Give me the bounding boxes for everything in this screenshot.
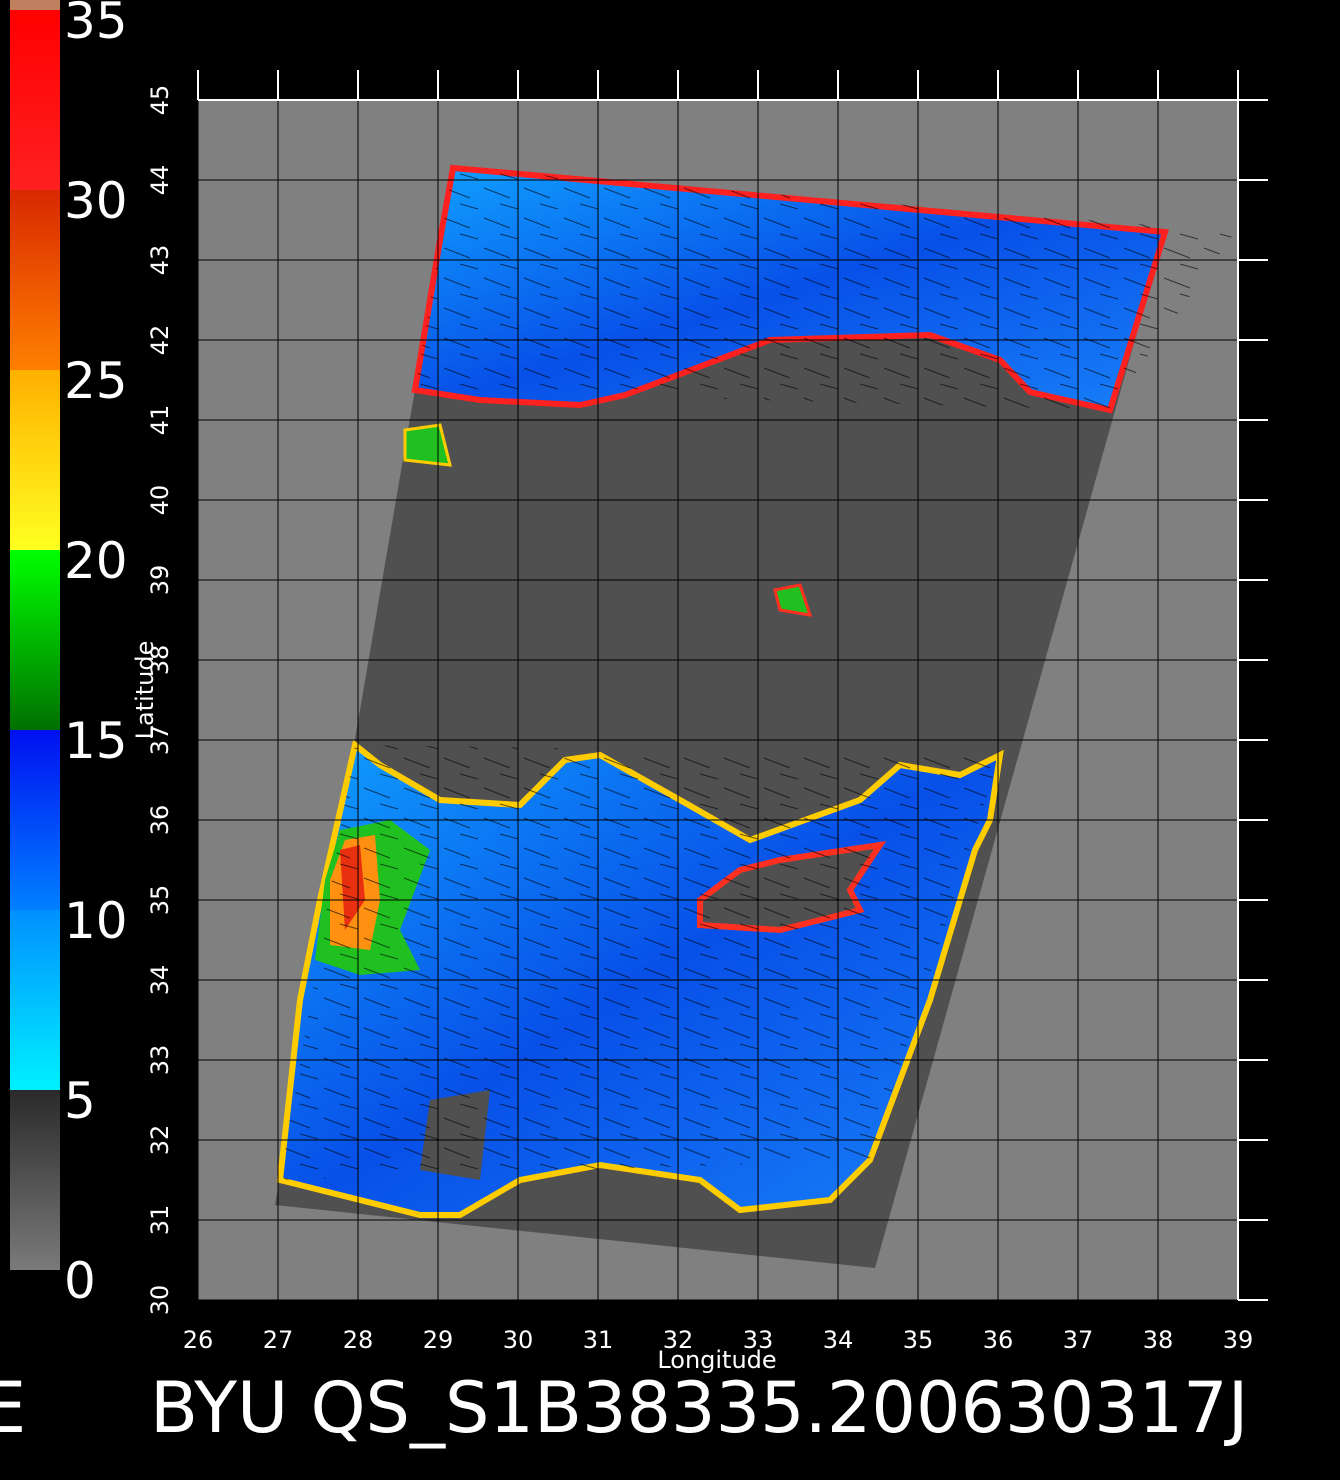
x-tick-label: 29 (423, 1326, 454, 1354)
colorbar-segment (10, 730, 60, 910)
x-tick-label: 35 (903, 1326, 934, 1354)
y-tick-label: 32 (146, 1125, 174, 1156)
y-tick-label: 30 (146, 1285, 174, 1316)
x-tick-label: 39 (1223, 1326, 1254, 1354)
wind-barbs (415, 168, 1235, 410)
y-axis-label: Latitude (131, 641, 159, 740)
colorbar-segment (10, 910, 60, 1090)
y-tick-label: 42 (146, 325, 174, 356)
lake (773, 583, 813, 617)
x-tick-label: 32 (663, 1326, 694, 1354)
y-tick-label: 36 (146, 805, 174, 836)
y-tick-label: 43 (146, 245, 174, 276)
colorbar-label: 10 (64, 892, 128, 950)
x-tick-label: 30 (503, 1326, 534, 1354)
x-tick-label: 31 (583, 1326, 614, 1354)
colorbar-label: 30 (64, 172, 128, 230)
y-tick-label: 34 (146, 965, 174, 996)
title: BYU QS_S1B38335.200630317J (150, 1367, 1248, 1449)
x-tick-label: 26 (183, 1326, 214, 1354)
colorbar-label: 35 (64, 0, 128, 50)
colorbar-label: 25 (64, 352, 128, 410)
y-tick-label: 35 (146, 885, 174, 916)
x-axis-label: Longitude (657, 1346, 776, 1374)
x-tick-label: 38 (1143, 1326, 1174, 1354)
y-tick-label: 33 (146, 1045, 174, 1076)
y-tick-label: 40 (146, 485, 174, 516)
title-prefix: E (0, 1367, 26, 1449)
colorbar: 0 5 10 15 20 25 30 35 (10, 0, 128, 1310)
colorbar-segment (10, 190, 60, 370)
x-tick-label: 27 (263, 1326, 294, 1354)
marmara (403, 423, 452, 467)
colorbar-segment (10, 370, 60, 550)
axes: 26 27 28 29 30 31 32 33 34 35 36 37 38 39 30 31 32 33 34 35… (146, 70, 1268, 1354)
y-tick-label: 39 (146, 565, 174, 596)
colorbar-label: 5 (64, 1072, 96, 1130)
x-tick-label: 28 (343, 1326, 374, 1354)
y-tick-label: 37 (146, 725, 174, 756)
x-tick-label: 37 (1063, 1326, 1094, 1354)
y-tick-label: 44 (146, 165, 174, 196)
colorbar-segment (10, 10, 60, 190)
wind-barbs (280, 745, 1000, 1180)
colorbar-segment (10, 1090, 60, 1270)
y-tick-label: 31 (146, 1205, 174, 1236)
x-tick-label: 34 (823, 1326, 854, 1354)
y-tick-label: 45 (146, 85, 174, 116)
x-tick-label: 36 (983, 1326, 1014, 1354)
colorbar-label: 0 (64, 1252, 96, 1310)
colorbar-label: 20 (64, 532, 128, 590)
colorbar-label: 15 (64, 712, 128, 770)
colorbar-segment (10, 550, 60, 730)
y-tick-label: 41 (146, 405, 174, 436)
y-tick-label: 38 (146, 645, 174, 676)
x-tick-label: 33 (743, 1326, 774, 1354)
